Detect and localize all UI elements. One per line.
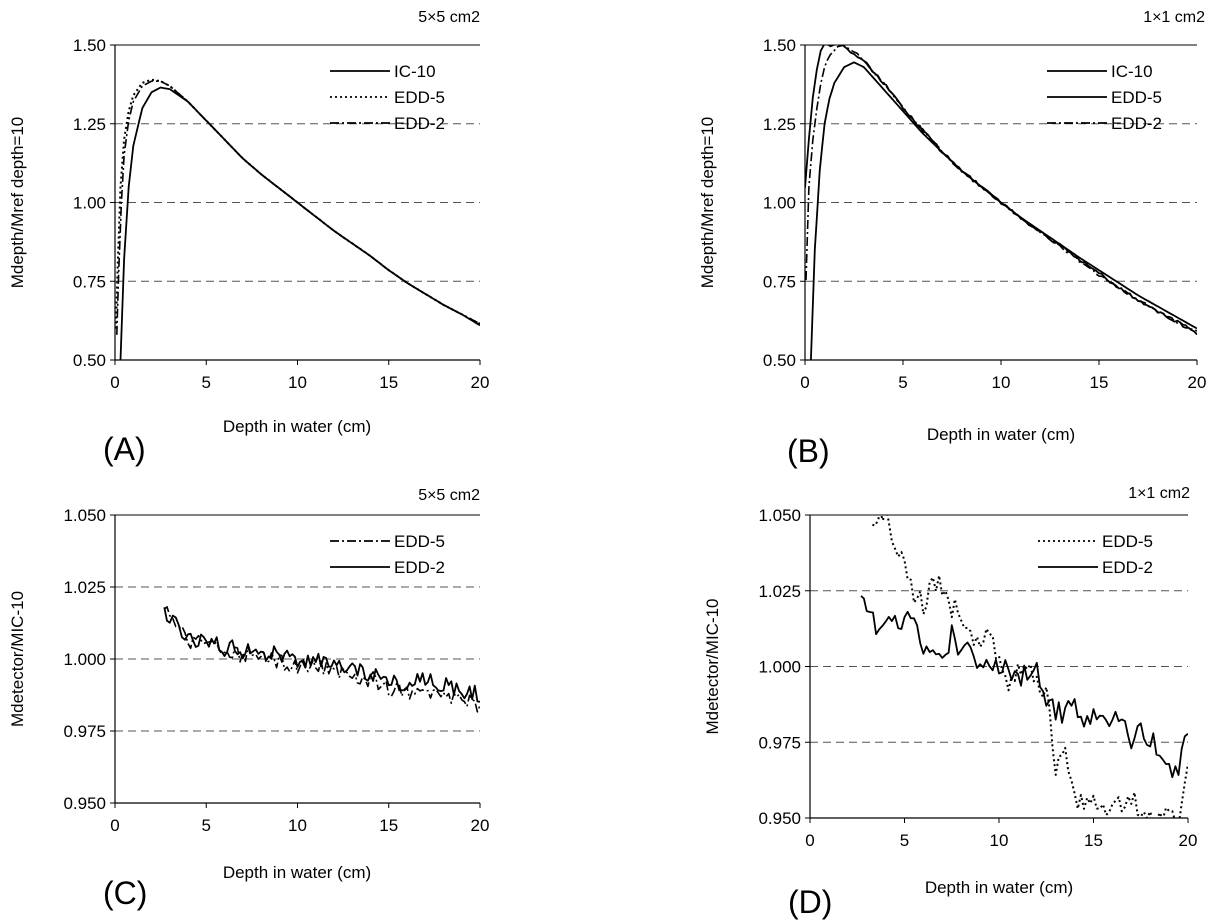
series-line: [116, 80, 480, 335]
y-tick-label: 0.950: [758, 809, 801, 828]
y-tick-label: 1.025: [63, 578, 106, 597]
series-line: [860, 595, 1188, 779]
legend-label: EDD-5: [394, 532, 445, 551]
y-axis-title: Mdepth/Mref depth=10: [698, 117, 717, 289]
y-axis-title: Mdepth/Mref depth=10: [8, 117, 27, 289]
y-axis-title: Mdetector/MIC-10: [8, 591, 27, 727]
field-size-label: 5×5 cm2: [418, 487, 480, 504]
y-tick-label: 1.050: [63, 506, 106, 525]
x-tick-label: 20: [1188, 373, 1207, 392]
x-tick-label: 15: [1090, 373, 1109, 392]
x-tick-label: 15: [379, 373, 398, 392]
x-tick-label: 20: [471, 816, 490, 835]
x-tick-label: 10: [288, 373, 307, 392]
x-axis-title: Depth in water (cm): [925, 878, 1073, 897]
x-tick-label: 5: [202, 373, 211, 392]
legend-label: EDD-2: [1111, 114, 1162, 133]
panel-label: (C): [103, 875, 147, 911]
x-tick-label: 5: [900, 831, 909, 850]
legend-label: EDD-5: [394, 88, 445, 107]
x-axis-title: Depth in water (cm): [223, 863, 371, 882]
y-tick-label: 0.50: [73, 351, 106, 370]
legend-label: EDD-2: [394, 558, 445, 577]
legend-label: EDD-2: [394, 114, 445, 133]
x-tick-label: 0: [800, 373, 809, 392]
y-tick-label: 1.25: [73, 115, 106, 134]
y-tick-label: 0.50: [763, 351, 796, 370]
x-tick-label: 5: [202, 816, 211, 835]
y-tick-label: 1.50: [73, 36, 106, 55]
x-tick-label: 0: [805, 831, 814, 850]
chart-panel: 0.50 0.75 1.00 1.25 1.50 0 5 10 15 20 Depth in wat…: [8, 9, 489, 467]
field-size-label: 1×1 cm2: [1128, 485, 1190, 502]
x-tick-label: 15: [1084, 831, 1103, 850]
field-size-label: 5×5 cm2: [418, 9, 480, 26]
x-axis-title: Depth in water (cm): [223, 417, 371, 436]
legend-label: IC-10: [1111, 62, 1153, 81]
y-tick-label: 1.000: [758, 658, 801, 677]
x-tick-label: 0: [110, 373, 119, 392]
y-tick-label: 0.975: [758, 733, 801, 752]
chart-panel: 0.950 0.975 1.000 1.025 1.050 0 5 10 15 20 Depth i…: [8, 487, 489, 911]
field-size-label: 1×1 cm2: [1143, 9, 1205, 26]
x-tick-label: 5: [898, 373, 907, 392]
chart-panel: 0.950 0.975 1.000 1.025 1.050 0 5 10 15 20 Depth i…: [703, 485, 1197, 920]
x-tick-label: 20: [1179, 831, 1198, 850]
x-tick-label: 15: [379, 816, 398, 835]
y-tick-label: 0.975: [63, 722, 106, 741]
series-line: [163, 607, 480, 703]
x-tick-label: 10: [990, 831, 1009, 850]
y-tick-label: 1.50: [763, 36, 796, 55]
y-tick-label: 1.050: [758, 506, 801, 525]
y-tick-label: 0.75: [73, 272, 106, 291]
y-tick-label: 1.000: [63, 650, 106, 669]
series-line: [805, 45, 1197, 332]
y-axis-title: Mdetector/MIC-10: [703, 598, 722, 734]
legend-label: EDD-5: [1102, 532, 1153, 551]
series-line: [872, 515, 1188, 818]
series-line: [115, 78, 480, 329]
panel-label: (B): [787, 433, 830, 469]
y-tick-label: 1.00: [73, 194, 106, 213]
y-tick-label: 1.25: [763, 115, 796, 134]
y-tick-label: 0.75: [763, 272, 796, 291]
x-tick-label: 10: [288, 816, 307, 835]
legend-label: IC-10: [394, 62, 436, 81]
x-tick-label: 20: [471, 373, 490, 392]
y-tick-label: 1.00: [763, 194, 796, 213]
y-tick-label: 1.025: [758, 582, 801, 601]
x-axis-title: Depth in water (cm): [927, 425, 1075, 444]
chart-panel: 0.50 0.75 1.00 1.25 1.50 0 5 10 15 20 Depth in wat…: [698, 9, 1206, 469]
panel-label: (A): [103, 431, 146, 467]
y-tick-label: 0.950: [63, 794, 106, 813]
legend-label: EDD-2: [1102, 558, 1153, 577]
panel-label: (D): [788, 884, 832, 920]
x-tick-label: 0: [110, 816, 119, 835]
legend-label: EDD-5: [1111, 88, 1162, 107]
x-tick-label: 10: [992, 373, 1011, 392]
